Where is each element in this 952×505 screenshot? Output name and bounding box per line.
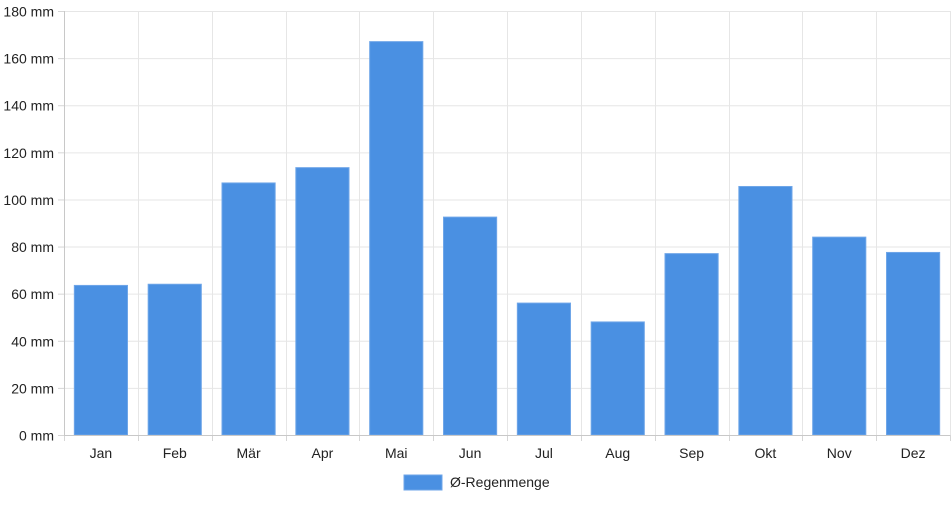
bar-aug [590,321,645,436]
y-tick-label: 180 mm [3,4,54,20]
legend-label[interactable]: Ø-Regenmenge [450,474,550,490]
x-tick-label: Sep [679,445,704,461]
x-tick-label: Dez [901,445,926,461]
y-tick-label: 0 mm [19,428,54,444]
x-tick-label: Jul [535,445,553,461]
x-tick-label: Mär [237,445,261,461]
y-tick-label: 60 mm [11,286,54,302]
y-tick-label: 120 mm [3,145,54,161]
bar-dez [886,251,941,436]
x-tick-label: Jun [459,445,482,461]
x-tick-label: Jan [90,445,113,461]
x-tick-label: Okt [755,445,777,461]
bar-jan [73,284,128,436]
y-tick-label: 100 mm [3,192,54,208]
y-tick-label: 20 mm [11,380,54,396]
x-tick-label: Feb [163,445,187,461]
y-tick-label: 80 mm [11,239,54,255]
y-tick-label: 40 mm [11,333,54,349]
x-tick-label: Apr [312,445,334,461]
bar-apr [295,167,350,436]
legend-swatch [403,474,443,491]
bar-feb [147,283,202,436]
bar-mär [221,182,276,436]
y-tick-label: 140 mm [3,98,54,114]
axes: 0 mm 20 mm 40 mm 60 mm 80 mm 100 mm 120 mm 140 … [3,4,951,461]
x-tick-label: Nov [827,445,852,461]
grid [64,11,951,435]
bar-mai [369,41,424,436]
y-tick-label: 160 mm [3,51,54,67]
bar-okt [738,185,793,436]
bars [73,41,941,436]
bar-jul [516,302,571,436]
legend[interactable]: Ø-Regenmenge [403,474,550,491]
bar-nov [812,236,867,436]
bar-jun [443,216,498,436]
x-tick-label: Aug [605,445,630,461]
x-tick-label: Mai [385,445,408,461]
bar-sep [664,253,719,436]
